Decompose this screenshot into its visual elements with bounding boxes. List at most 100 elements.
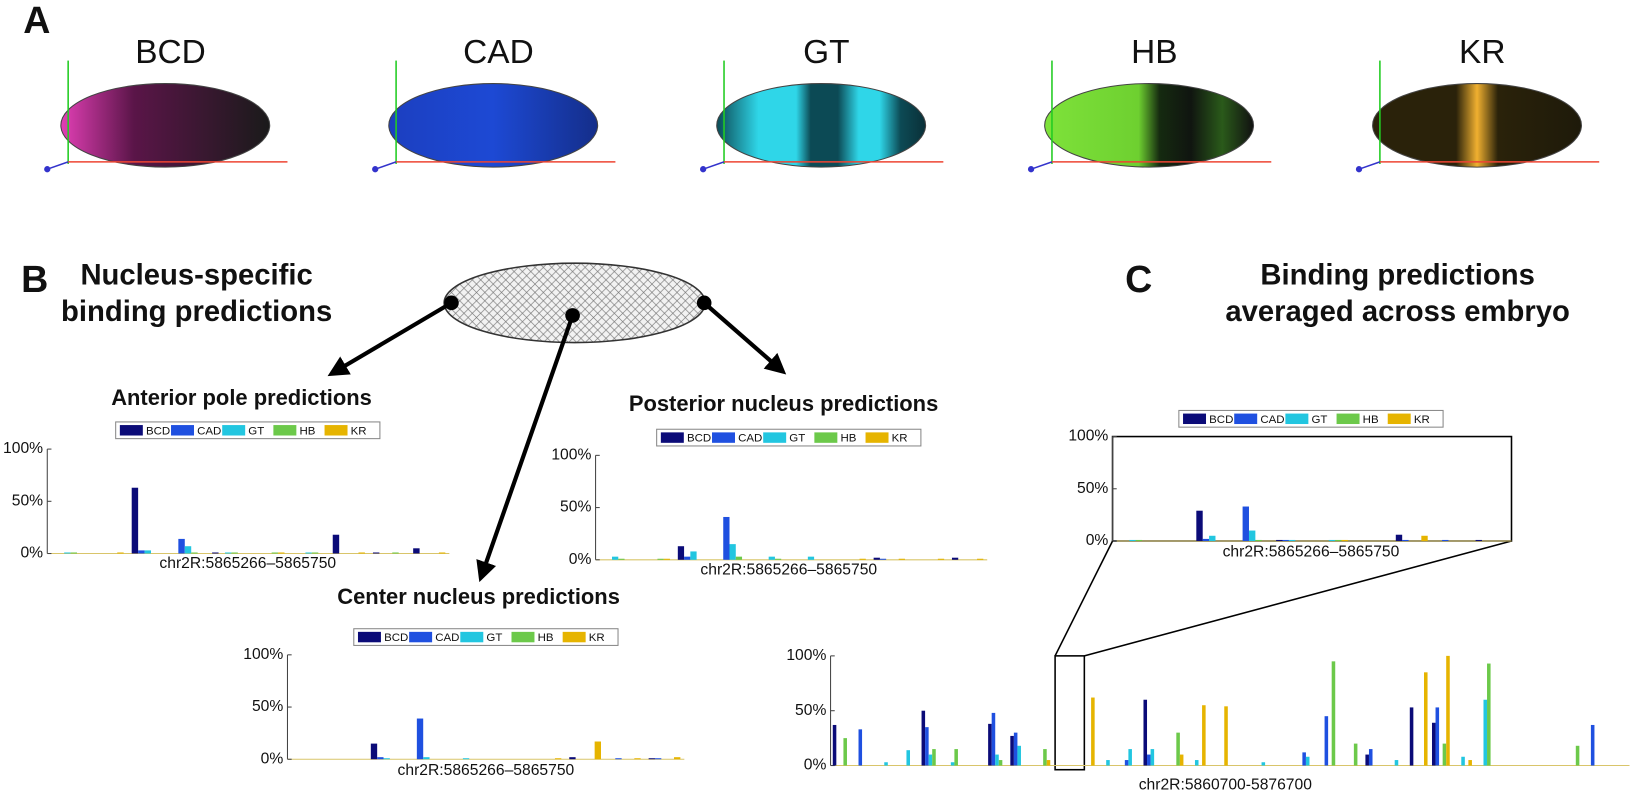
bar: [1302, 752, 1306, 766]
panel-label: B: [21, 258, 48, 300]
bar: [224, 552, 232, 554]
bar: [438, 552, 446, 554]
bar: [1402, 539, 1409, 541]
y-tick-label: 100%: [3, 440, 43, 457]
bar: [1091, 697, 1095, 766]
bar: [377, 757, 384, 760]
legend-swatch: [1336, 413, 1360, 425]
legend-label: BCD: [687, 433, 711, 445]
legend-label: GT: [1311, 414, 1327, 426]
bar: [1395, 534, 1403, 541]
bar: [674, 757, 681, 760]
bar: [1248, 530, 1256, 541]
bar: [735, 556, 743, 560]
y-tick-label: 0%: [804, 757, 827, 774]
legend-swatch: [865, 432, 889, 443]
embryo: [1044, 83, 1255, 168]
plot-frame: [1111, 435, 1513, 542]
x-axis-label: chr2R:5860700-5876700: [1139, 777, 1313, 794]
bar: [1106, 760, 1110, 766]
embryo-title: GT: [803, 34, 849, 71]
legend-label: GT: [248, 425, 264, 437]
bar: [1324, 716, 1329, 766]
legend-label: BCD: [146, 425, 170, 437]
bar: [612, 556, 619, 560]
y-tick-label: 100%: [551, 446, 591, 463]
legend-swatch: [1285, 413, 1309, 425]
bar: [1202, 538, 1210, 541]
axis-dot: [44, 166, 51, 173]
axis-dot: [1355, 166, 1363, 173]
bar: [1255, 539, 1262, 541]
bar: [1135, 539, 1143, 541]
bar: [1013, 732, 1018, 766]
y-tick-label: 0%: [20, 545, 43, 562]
bar: [921, 710, 926, 766]
embryo-title: KR: [1459, 34, 1505, 71]
bar: [231, 552, 238, 554]
x-axis-label: chr2R:5865266–5865750: [159, 555, 336, 572]
bar: [117, 552, 124, 554]
bar: [1224, 706, 1228, 766]
legend-label: GT: [789, 433, 805, 445]
axis-dot: [1027, 166, 1035, 173]
bar: [768, 556, 775, 560]
bar: [859, 558, 866, 560]
legend-label: KR: [351, 425, 367, 437]
bar: [1431, 722, 1436, 766]
bar: [1305, 756, 1310, 766]
chart-title: Center nucleus predictions: [337, 584, 620, 609]
bar: [843, 738, 847, 766]
bar: [858, 729, 863, 766]
panel-title: binding predictions: [61, 296, 332, 328]
legend-label: HB: [1363, 414, 1379, 426]
y-tick-label: 0%: [1086, 532, 1109, 549]
bar: [1143, 699, 1148, 766]
legend-swatch: [357, 631, 381, 643]
bar: [1147, 754, 1151, 766]
bar: [1446, 655, 1450, 766]
bar: [305, 552, 312, 554]
bar: [271, 552, 279, 554]
legend-label: BCD: [1209, 414, 1233, 426]
embryo-title: CAD: [463, 34, 534, 71]
bar: [774, 558, 782, 560]
bar: [1590, 724, 1595, 766]
axis-dot: [700, 166, 707, 173]
legend-swatch: [324, 425, 348, 436]
legend-label: KR: [892, 433, 908, 445]
bar: [684, 556, 691, 560]
bar: [1194, 760, 1199, 766]
bar: [178, 538, 185, 554]
legend-swatch: [119, 425, 143, 436]
legend-label: BCD: [384, 632, 408, 644]
legend-label: CAD: [197, 425, 221, 437]
bar: [884, 762, 888, 766]
bar: [1043, 749, 1047, 766]
bar: [977, 558, 984, 560]
legend-label: HB: [299, 425, 315, 437]
y-tick-label: 0%: [261, 750, 284, 767]
bar: [1368, 749, 1373, 766]
y-tick-label: 50%: [12, 492, 43, 509]
bar: [278, 552, 285, 554]
axis-arrow: [1030, 161, 1053, 170]
bar: [995, 754, 999, 766]
axis-arrow: [374, 161, 397, 170]
legend-label: HB: [538, 632, 554, 644]
bar: [383, 758, 390, 760]
bar: [594, 741, 601, 760]
legend-swatch: [511, 631, 535, 643]
bar: [1424, 672, 1428, 766]
legend-swatch: [763, 432, 787, 443]
bar: [690, 551, 697, 560]
bar: [1331, 661, 1336, 766]
axis-dot: [372, 166, 379, 173]
bar: [191, 552, 198, 554]
bar: [1129, 539, 1136, 541]
y-tick-label: 50%: [795, 702, 826, 719]
bar: [1353, 743, 1358, 766]
legend-swatch: [1387, 413, 1411, 425]
bar: [416, 718, 424, 760]
